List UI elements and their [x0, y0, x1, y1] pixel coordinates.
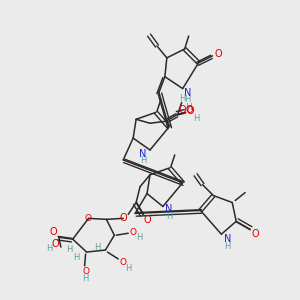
Text: O: O [251, 229, 259, 239]
Text: N: N [224, 234, 231, 244]
Text: O: O [119, 213, 127, 224]
Text: H: H [74, 253, 80, 262]
Text: H: H [185, 103, 192, 112]
Text: H: H [82, 274, 89, 283]
Text: H: H [184, 95, 191, 104]
Text: H: H [224, 242, 230, 250]
Text: O: O [179, 105, 187, 116]
Text: O: O [82, 267, 89, 276]
Text: H: H [94, 243, 101, 252]
Text: O: O [214, 49, 222, 59]
Text: O: O [143, 215, 151, 225]
Text: H: H [166, 212, 172, 221]
Text: H: H [194, 114, 200, 123]
Text: H: H [46, 244, 52, 253]
Text: H: H [179, 94, 186, 103]
Text: O: O [49, 227, 57, 237]
Text: O: O [186, 105, 194, 116]
Text: N: N [140, 149, 147, 159]
Text: N: N [184, 88, 191, 98]
Text: N: N [165, 204, 172, 214]
Text: O: O [51, 239, 59, 249]
Text: H: H [125, 264, 131, 273]
Text: O: O [187, 106, 194, 116]
Text: O: O [84, 214, 91, 223]
Text: H: H [136, 233, 142, 242]
Text: H: H [67, 244, 73, 253]
Text: H: H [140, 156, 146, 165]
Text: O: O [120, 258, 127, 267]
Text: O: O [130, 228, 137, 237]
